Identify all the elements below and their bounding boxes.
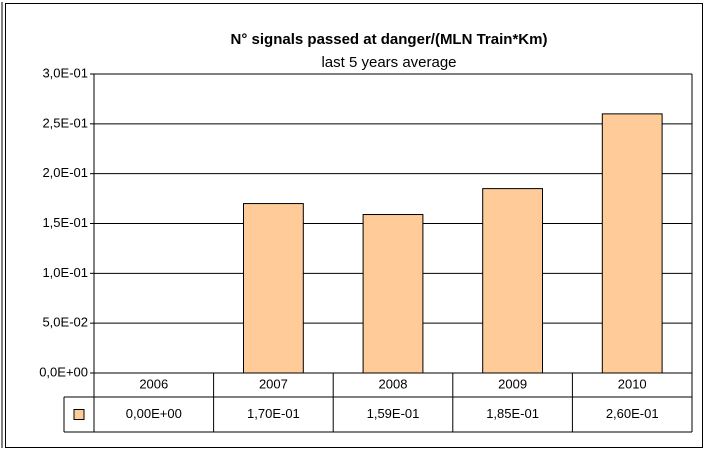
chart-title: N° signals passed at danger/(MLN Train*K… (231, 31, 548, 48)
bar (362, 214, 424, 374)
data-label: 0,00E+00 (126, 406, 182, 421)
y-tick-label: 2,5E-01 (42, 115, 88, 130)
y-tick-label: 1,5E-01 (42, 215, 88, 230)
x-tick-label: 2008 (379, 376, 408, 391)
y-tick-label: 1,0E-01 (42, 265, 88, 280)
bar (482, 188, 544, 374)
data-label: 2,60E-01 (606, 406, 659, 421)
x-tick-label: 2009 (498, 376, 527, 391)
chart-frame (5, 3, 703, 448)
bar (601, 113, 663, 374)
x-tick-label: 2007 (259, 376, 288, 391)
chart-subtitle: last 5 years average (321, 54, 456, 71)
data-label: 1,85E-01 (486, 406, 539, 421)
y-tick-label: 0,0E+00 (39, 364, 88, 379)
data-label: 1,70E-01 (247, 406, 300, 421)
y-tick-label: 2,0E-01 (42, 165, 88, 180)
data-label: 1,59E-01 (367, 406, 420, 421)
bar (243, 203, 304, 374)
x-tick-label: 2006 (139, 376, 168, 391)
x-tick-label: 2010 (618, 376, 647, 391)
y-tick-label: 3,0E-01 (42, 65, 88, 80)
legend-key (73, 409, 85, 420)
y-tick-label: 5,0E-02 (42, 315, 88, 330)
